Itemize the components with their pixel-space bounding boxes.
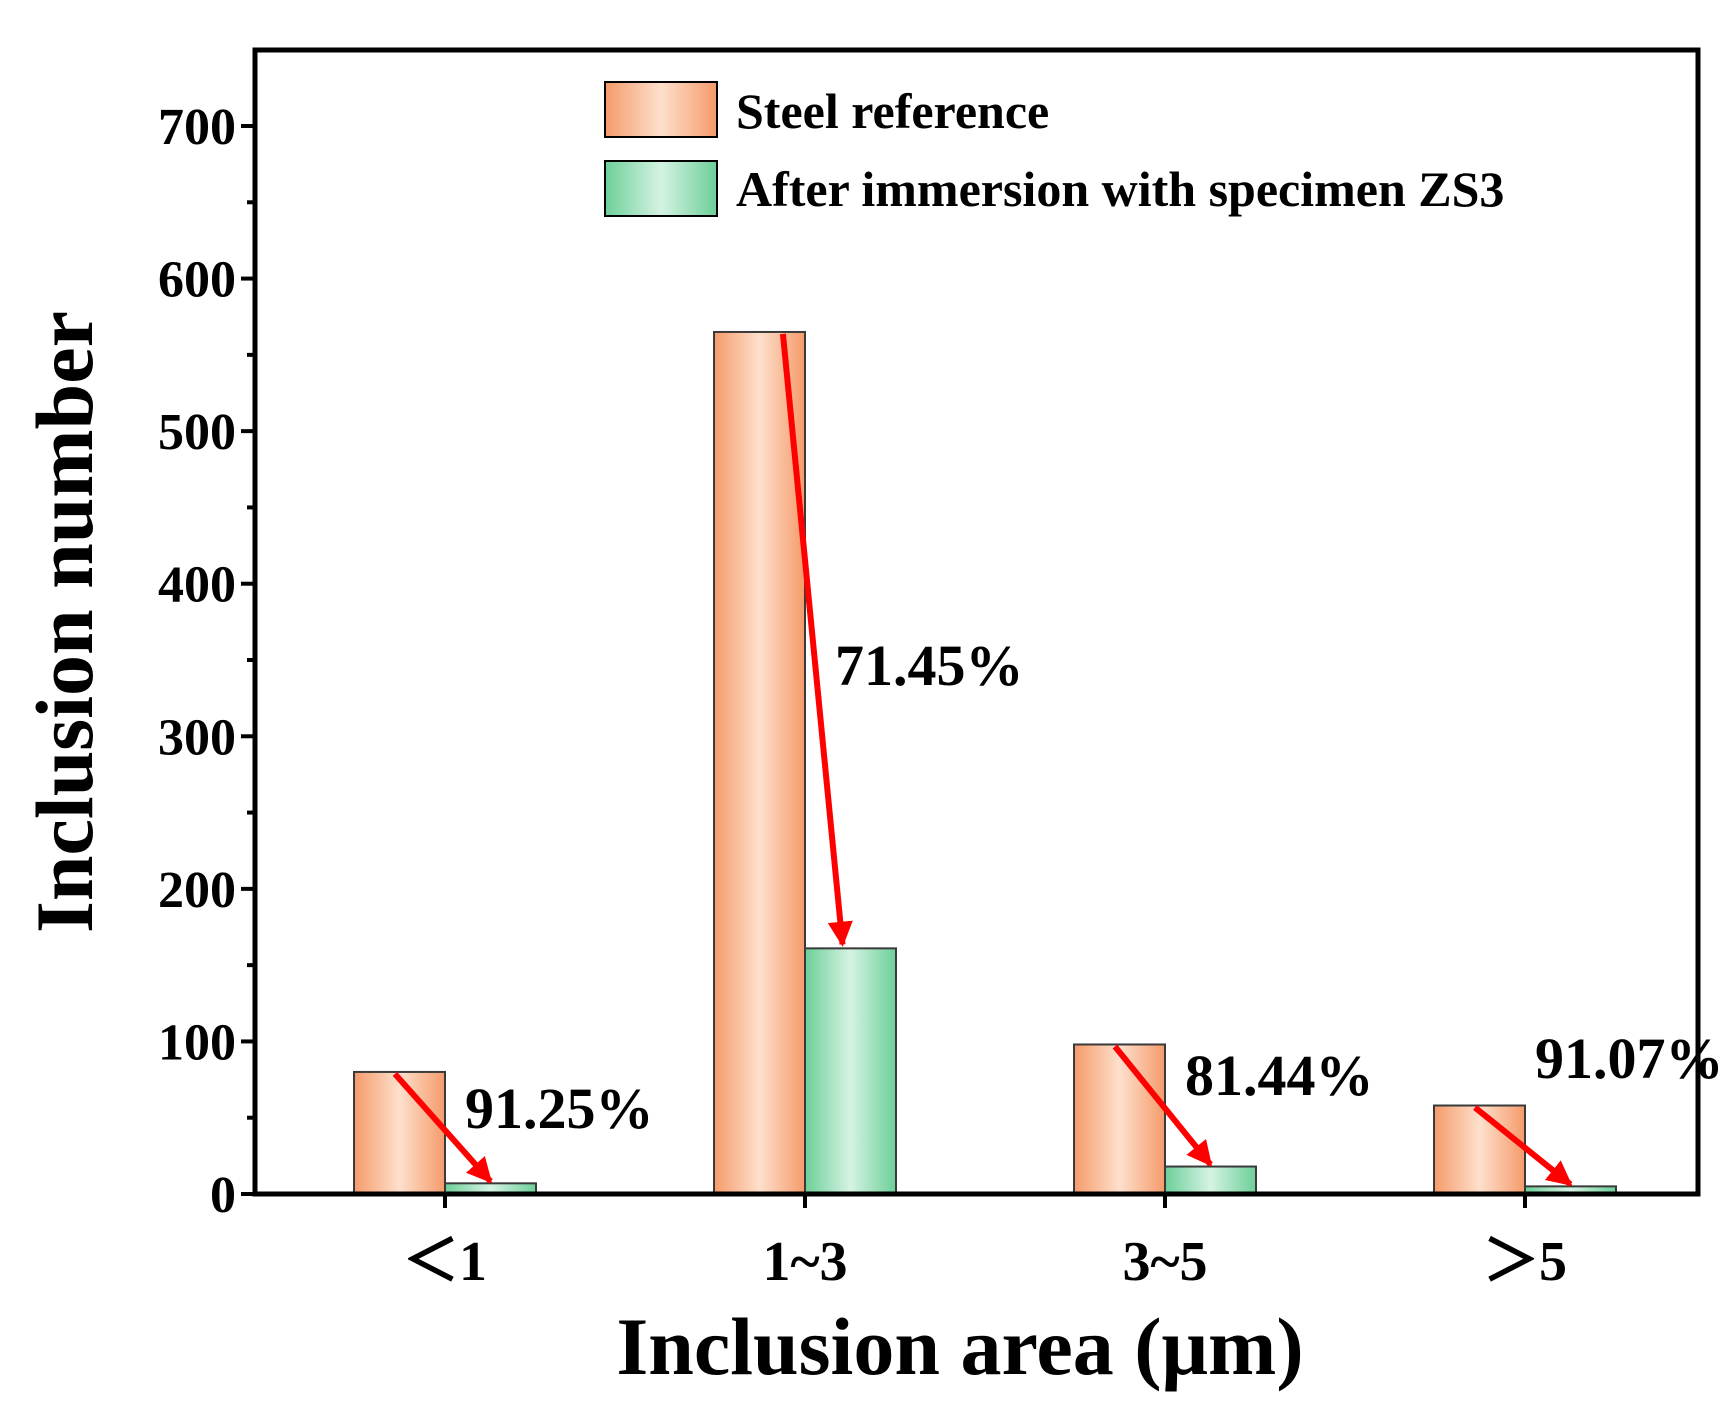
y-tick-label: 600 (158, 252, 236, 309)
annotation-arrow-3 (1112, 1044, 1213, 1167)
bars-layer (353, 330, 1617, 1196)
legend: Steel reference After immersion with spe… (604, 81, 1504, 217)
x-axis-title: Inclusion area (μm) (616, 1301, 1303, 1392)
bar-after-immersion-with-specimen-zs3-2 (804, 947, 897, 1195)
annotation-label-4: 91.07% (1535, 1026, 1724, 1091)
y-tick-label: 400 (158, 557, 236, 614)
bar-steel-reference-4 (1433, 1104, 1526, 1195)
legend-swatch-steel-reference (604, 81, 718, 138)
annotation-arrow-1 (392, 1071, 493, 1184)
x-tick-label: ＜1 (403, 1231, 487, 1293)
bar-steel-reference-2 (713, 330, 806, 1195)
legend-label-steel-reference: Steel reference (736, 83, 1049, 139)
bar-steel-reference-3 (1073, 1043, 1166, 1195)
plot-frame (252, 47, 1701, 1197)
y-tick-label: 700 (158, 99, 236, 156)
y-tick-label: 0 (210, 1167, 236, 1224)
y-axis: 0 100 200 300 400 500 600 700 (158, 99, 255, 1224)
annotation-label-2: 71.45% (835, 633, 1024, 698)
legend-swatch-after-immersion (604, 160, 718, 217)
annotation-labels: 91.25% 71.45% 81.44% 91.07% (465, 633, 1724, 1141)
y-tick-label: 200 (158, 862, 236, 919)
x-tick-label: 3~5 (1122, 1231, 1207, 1293)
annotation-arrow-2 (779, 333, 853, 947)
annotation-label-1: 91.25% (465, 1076, 654, 1141)
y-tick-label: 100 (158, 1014, 236, 1071)
y-tick-label: 500 (158, 404, 236, 461)
annotation-arrows (392, 333, 1573, 1187)
legend-label-after-immersion: After immersion with specimen ZS3 (736, 161, 1504, 217)
bar-steel-reference-1 (353, 1070, 446, 1196)
bar-after-immersion-with-specimen-zs3-3 (1164, 1165, 1257, 1195)
annotation-label-3: 81.44% (1185, 1043, 1374, 1108)
y-axis-title: Inclusion number (19, 311, 110, 933)
y-tick-label: 300 (158, 709, 236, 766)
x-axis: ＜1 1~3 3~5 ＞5 (403, 1194, 1567, 1293)
x-tick-label: ＞5 (1483, 1231, 1567, 1293)
annotation-arrow-4 (1473, 1105, 1573, 1187)
x-tick-label: 1~3 (762, 1231, 847, 1293)
